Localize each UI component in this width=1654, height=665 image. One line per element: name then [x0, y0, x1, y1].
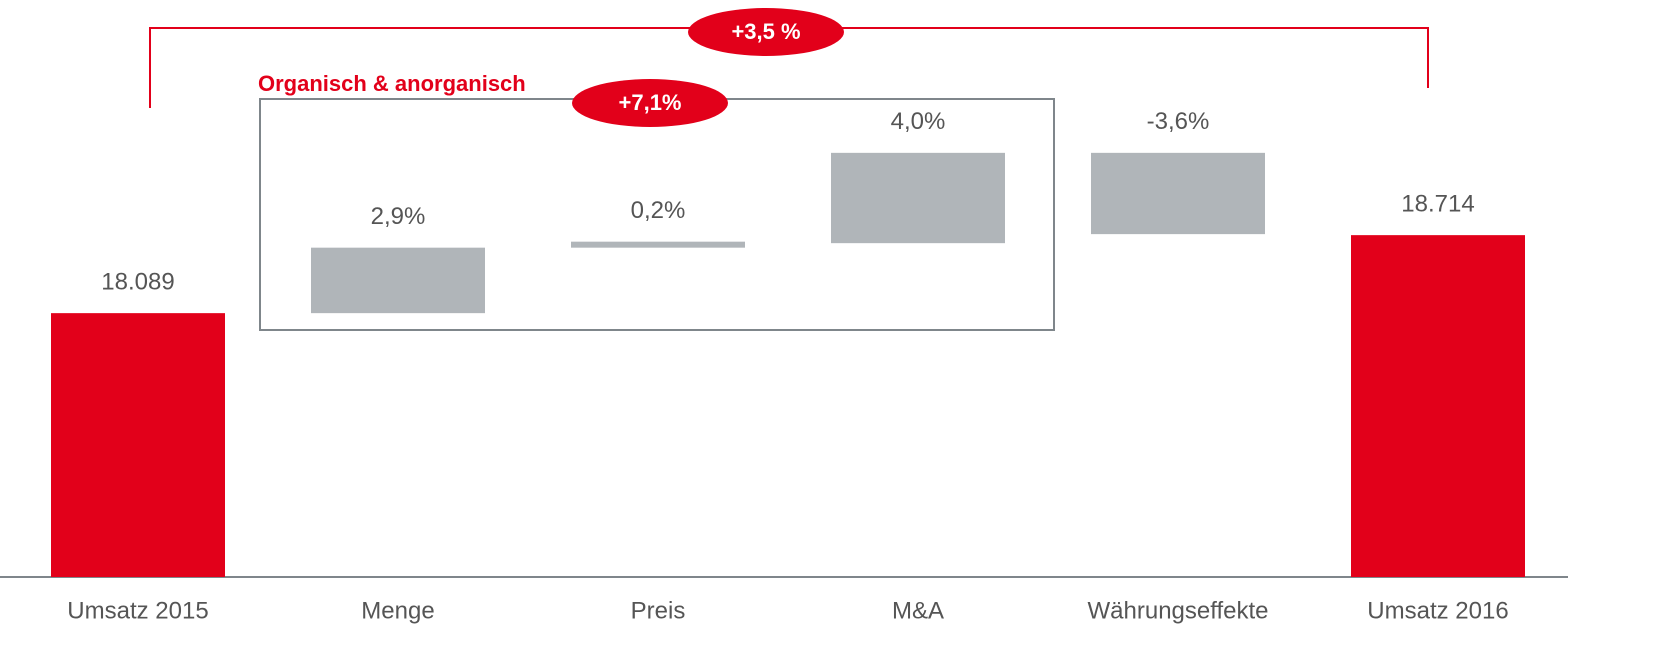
- delta-bar: [571, 241, 745, 248]
- delta-bar: [311, 247, 485, 314]
- value-label: 4,0%: [891, 108, 946, 135]
- total-bar: [1351, 235, 1525, 578]
- x-tick-label: Menge: [361, 597, 434, 624]
- value-label: 18.714: [1401, 190, 1474, 217]
- total-bar: [51, 313, 225, 577]
- total-change: +3,5 %: [731, 19, 800, 44]
- value-label: 18.089: [101, 268, 174, 295]
- group-change-badge: [572, 79, 728, 127]
- value-label: 2,9%: [371, 203, 426, 230]
- x-tick-label: Preis: [631, 597, 686, 624]
- group-change: +7,1%: [619, 90, 682, 115]
- value-label: 0,2%: [631, 197, 686, 224]
- group-label: Organisch & anorganisch: [258, 71, 526, 96]
- x-tick-label: Währungseffekte: [1088, 597, 1269, 624]
- value-label: -3,6%: [1147, 108, 1210, 135]
- delta-bar: [831, 152, 1005, 244]
- x-tick-label: M&A: [892, 597, 944, 624]
- delta-bar: [1091, 152, 1265, 235]
- x-tick-label: Umsatz 2015: [67, 597, 208, 624]
- total-change-badge: [688, 8, 844, 56]
- x-tick-label: Umsatz 2016: [1367, 597, 1508, 624]
